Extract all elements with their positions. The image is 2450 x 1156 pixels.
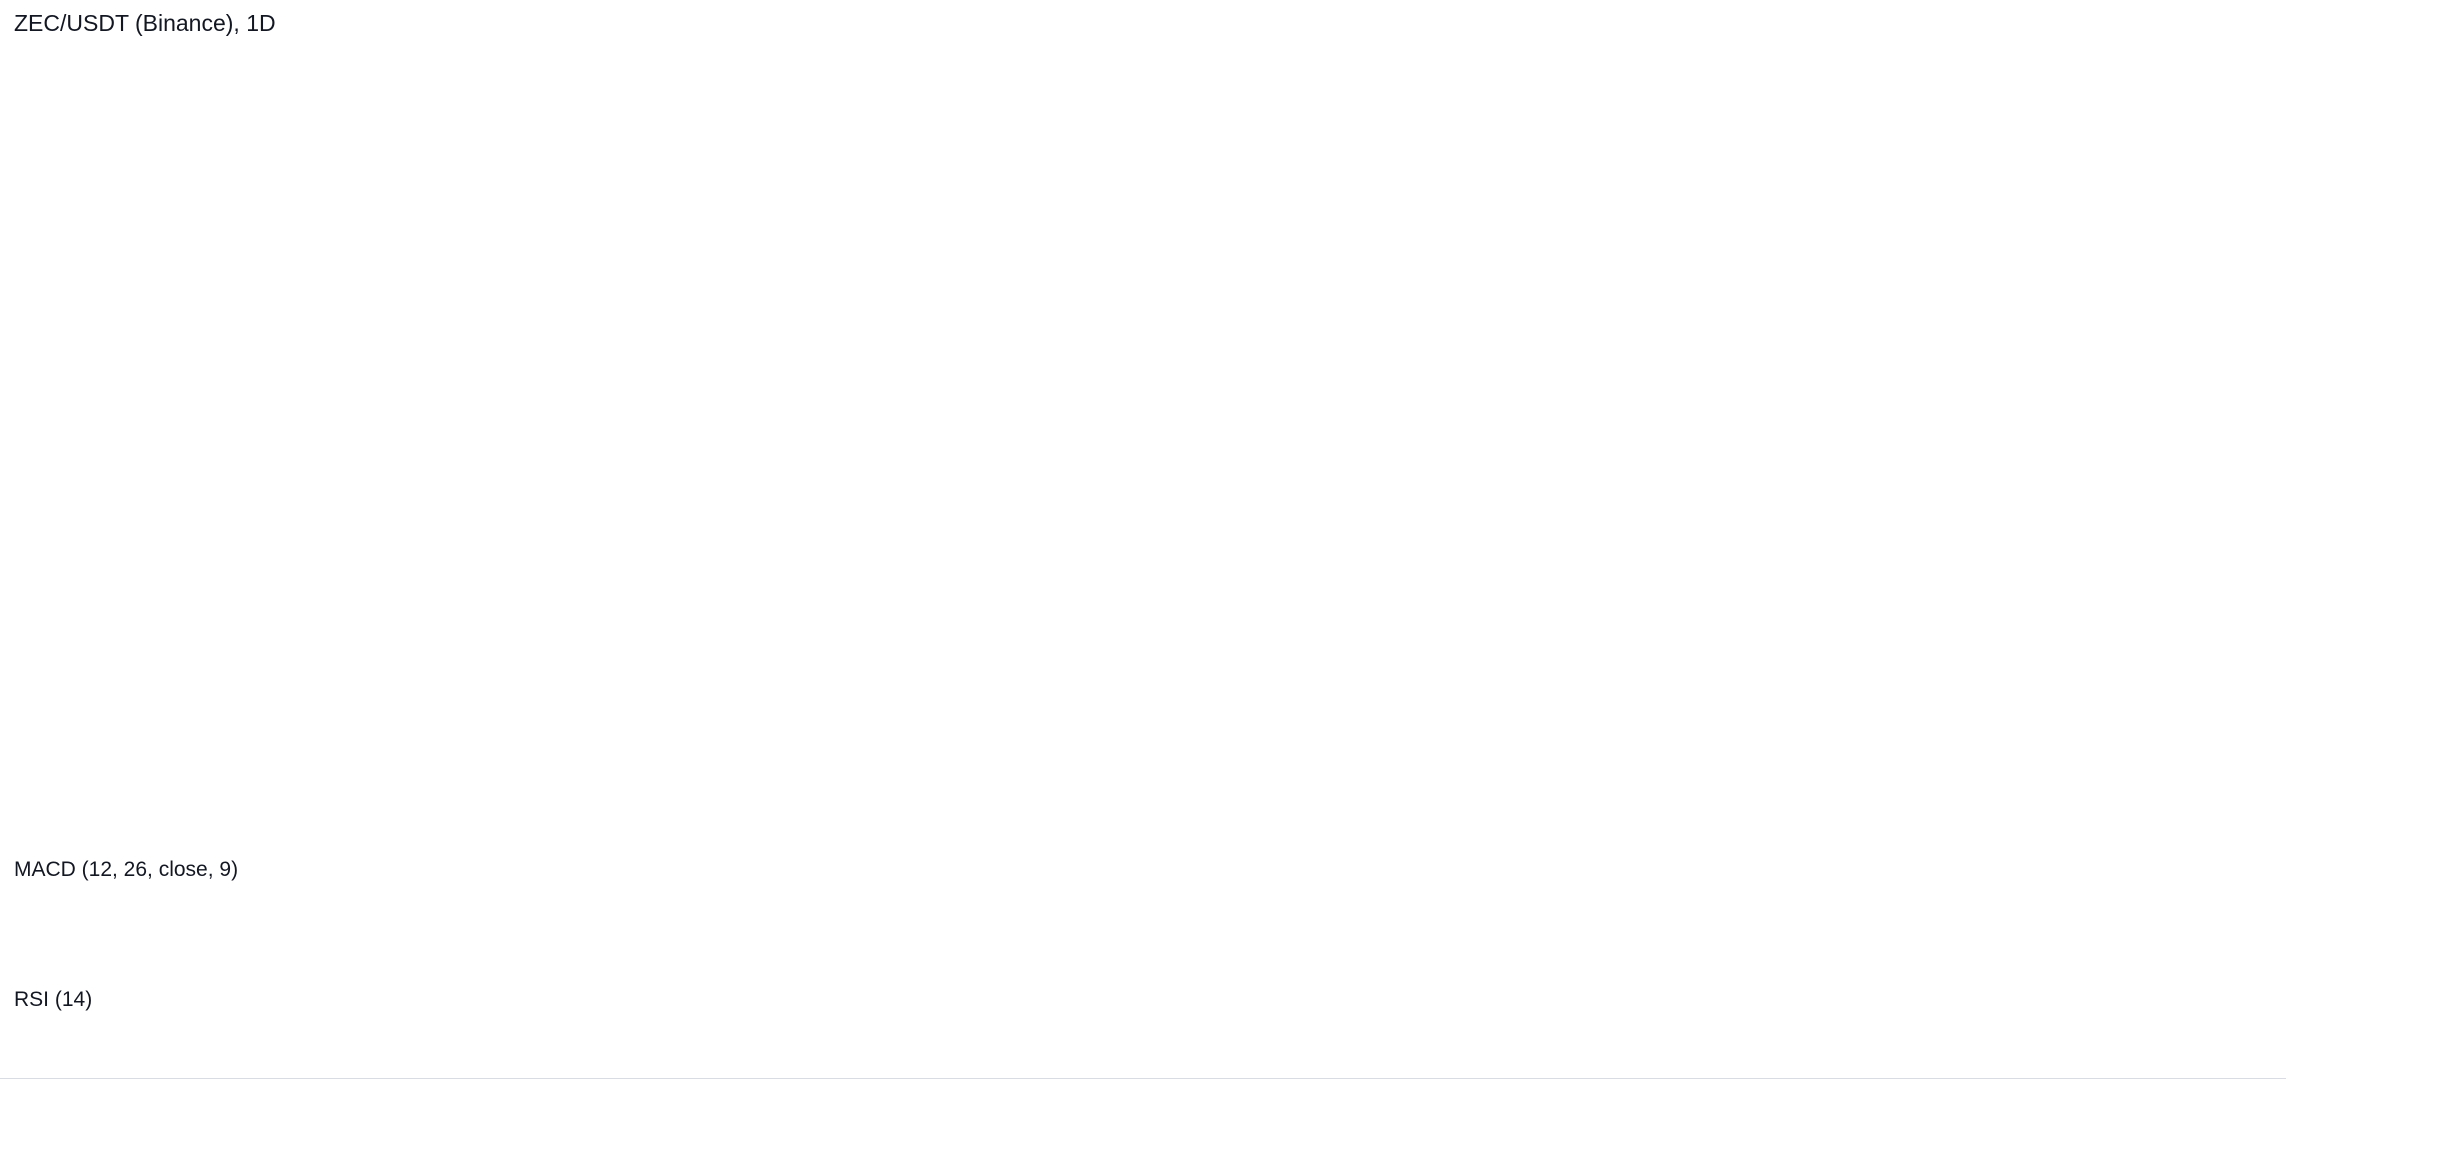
rsi-label: RSI (14)	[14, 988, 93, 1011]
macd-label: MACD (12, 26, close, 9)	[14, 858, 239, 881]
symbol-legend-row[interactable]: ZEC/USDT (Binance), 1D	[14, 6, 304, 40]
rsi-legend-row[interactable]: RSI (14)	[14, 988, 116, 1012]
main-legend[interactable]: ZEC/USDT (Binance), 1D	[14, 6, 304, 40]
time-axis[interactable]	[0, 1078, 2450, 1156]
symbol-title: ZEC/USDT (Binance), 1D	[14, 9, 276, 36]
price-axis[interactable]	[2286, 0, 2450, 1156]
macd-legend-row[interactable]: MACD (12, 26, close, 9)	[14, 858, 262, 882]
